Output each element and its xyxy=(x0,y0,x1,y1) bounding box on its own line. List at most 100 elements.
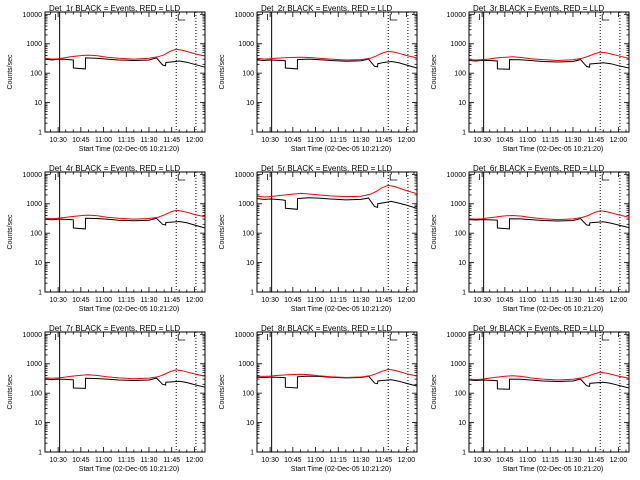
y-tick-label: 10 xyxy=(458,420,466,427)
x-tick-label: 11:00 xyxy=(307,137,324,144)
y-axis-label: Counts/sec xyxy=(7,214,14,250)
y-tick-label: 10 xyxy=(458,260,466,267)
y-tick-label: 100 xyxy=(242,391,254,398)
x-tick-label: 11:30 xyxy=(352,457,369,464)
y-tick-label: 10000 xyxy=(23,12,43,19)
x-tick-label: 11:45 xyxy=(587,457,604,464)
panel-title: Det_2r BLACK = Events, RED = LLD xyxy=(261,4,392,13)
series-line-events xyxy=(469,378,630,390)
x-tick-label: 11:45 xyxy=(587,297,604,304)
y-tick-label: 1000 xyxy=(450,41,466,48)
panel-4: Det_4r BLACK = Events, RED = LLD 1 10 100 10… xyxy=(7,164,206,313)
interval-bracket xyxy=(389,14,398,21)
panel-title: Det_5r BLACK = Events, RED = LLD xyxy=(261,164,392,173)
y-tick-label: 1000 xyxy=(238,201,254,208)
y-tick-label: 10 xyxy=(34,420,42,427)
panel-9: Det_9r BLACK = Events, RED = LLD 1 10 100 10… xyxy=(431,324,630,473)
x-axis-label: Start Time (02-Dec-05 10:21:20) xyxy=(291,146,391,153)
interval-bracket xyxy=(177,334,186,341)
x-axis-label: Start Time (02-Dec-05 10:21:20) xyxy=(503,306,603,313)
x-tick-label: 10:30 xyxy=(473,297,491,304)
y-tick-label: 1 xyxy=(38,450,42,457)
x-axis-label: Start Time (02-Dec-05 10:21:20) xyxy=(79,466,179,473)
x-tick-label: 12:00 xyxy=(186,137,204,144)
y-tick-label: 1000 xyxy=(238,361,254,368)
y-tick-label: 1000 xyxy=(26,201,42,208)
x-tick-label: 10:45 xyxy=(72,457,90,464)
panel-5: Det_5r BLACK = Events, RED = LLD 1 10 100 10… xyxy=(219,164,418,313)
x-tick-label: 12:00 xyxy=(610,297,628,304)
x-tick-label: 12:00 xyxy=(610,137,628,144)
x-tick-label: 11:45 xyxy=(375,297,392,304)
x-tick-label: 11:45 xyxy=(163,297,180,304)
y-tick-label: 10000 xyxy=(447,332,467,339)
panel-title: Det_9r BLACK = Events, RED = LLD xyxy=(473,324,604,333)
y-tick-label: 10 xyxy=(246,260,254,267)
x-tick-label: 10:30 xyxy=(473,137,491,144)
x-tick-label: 11:00 xyxy=(95,297,112,304)
y-tick-label: 1 xyxy=(250,290,254,297)
x-tick-label: 11:00 xyxy=(519,137,536,144)
x-tick-label: 11:00 xyxy=(519,297,536,304)
x-tick-label: 10:30 xyxy=(49,137,67,144)
y-tick-label: 1000 xyxy=(450,361,466,368)
panel-1: Det_1r BLACK = Events, RED = LLD 1 10 100 10… xyxy=(7,4,206,153)
panel-title: Det_4r BLACK = Events, RED = LLD xyxy=(49,164,180,173)
x-tick-label: 11:15 xyxy=(330,457,347,464)
x-tick-label: 11:15 xyxy=(118,137,135,144)
y-tick-label: 100 xyxy=(30,391,42,398)
y-tick-label: 1000 xyxy=(26,361,42,368)
y-tick-label: 100 xyxy=(454,391,466,398)
y-tick-label: 100 xyxy=(454,71,466,78)
x-tick-label: 11:45 xyxy=(163,137,180,144)
y-tick-label: 1 xyxy=(462,130,466,137)
y-tick-label: 10 xyxy=(458,100,466,107)
x-tick-label: 12:00 xyxy=(186,297,204,304)
plot-frame xyxy=(44,331,206,453)
x-tick-label: 11:30 xyxy=(564,137,581,144)
series-line-lld xyxy=(257,368,418,379)
x-tick-label: 11:15 xyxy=(542,457,559,464)
series-line-events xyxy=(45,217,206,230)
plot-frame xyxy=(468,11,630,133)
y-tick-label: 1 xyxy=(38,130,42,137)
y-tick-label: 100 xyxy=(242,231,254,238)
x-axis-label: Start Time (02-Dec-05 10:21:20) xyxy=(503,466,603,473)
x-tick-label: 12:00 xyxy=(398,137,416,144)
y-tick-label: 1000 xyxy=(238,41,254,48)
series-line-lld xyxy=(469,210,630,221)
y-tick-label: 10000 xyxy=(235,12,255,19)
x-tick-label: 11:30 xyxy=(140,297,157,304)
y-tick-label: 1 xyxy=(250,130,254,137)
x-tick-label: 10:45 xyxy=(284,137,302,144)
plot-frame xyxy=(468,171,630,293)
y-axis-label: Counts/sec xyxy=(431,214,438,250)
series-line-events xyxy=(469,59,630,70)
x-tick-label: 12:00 xyxy=(398,457,416,464)
x-tick-label: 11:00 xyxy=(307,457,324,464)
panel-title: Det_6r BLACK = Events, RED = LLD xyxy=(473,164,604,173)
x-tick-label: 10:30 xyxy=(49,297,67,304)
panel-title: Det_7r BLACK = Events, RED = LLD xyxy=(49,324,180,333)
x-tick-label: 10:45 xyxy=(284,297,302,304)
x-axis-label: Start Time (02-Dec-05 10:21:20) xyxy=(79,306,179,313)
series-line-lld xyxy=(257,184,418,198)
interval-bracket xyxy=(177,174,186,181)
y-tick-label: 1 xyxy=(38,290,42,297)
series-line-events xyxy=(469,218,630,230)
series-line-events xyxy=(257,375,418,389)
x-tick-label: 11:30 xyxy=(352,137,369,144)
y-axis-label: Counts/sec xyxy=(431,54,438,90)
x-tick-label: 10:45 xyxy=(496,297,514,304)
panel-7: Det_7r BLACK = Events, RED = LLD 1 10 100 10… xyxy=(7,324,206,473)
y-tick-label: 10000 xyxy=(23,332,43,339)
y-tick-label: 100 xyxy=(30,71,42,78)
y-tick-label: 10000 xyxy=(447,12,467,19)
y-tick-label: 10000 xyxy=(447,172,467,179)
x-tick-label: 11:00 xyxy=(95,137,112,144)
y-tick-label: 100 xyxy=(242,71,254,78)
interval-bracket xyxy=(389,174,398,181)
panel-6: Det_6r BLACK = Events, RED = LLD 1 10 100 10… xyxy=(431,164,630,313)
interval-bracket xyxy=(601,14,610,21)
y-axis-label: Counts/sec xyxy=(219,374,226,410)
